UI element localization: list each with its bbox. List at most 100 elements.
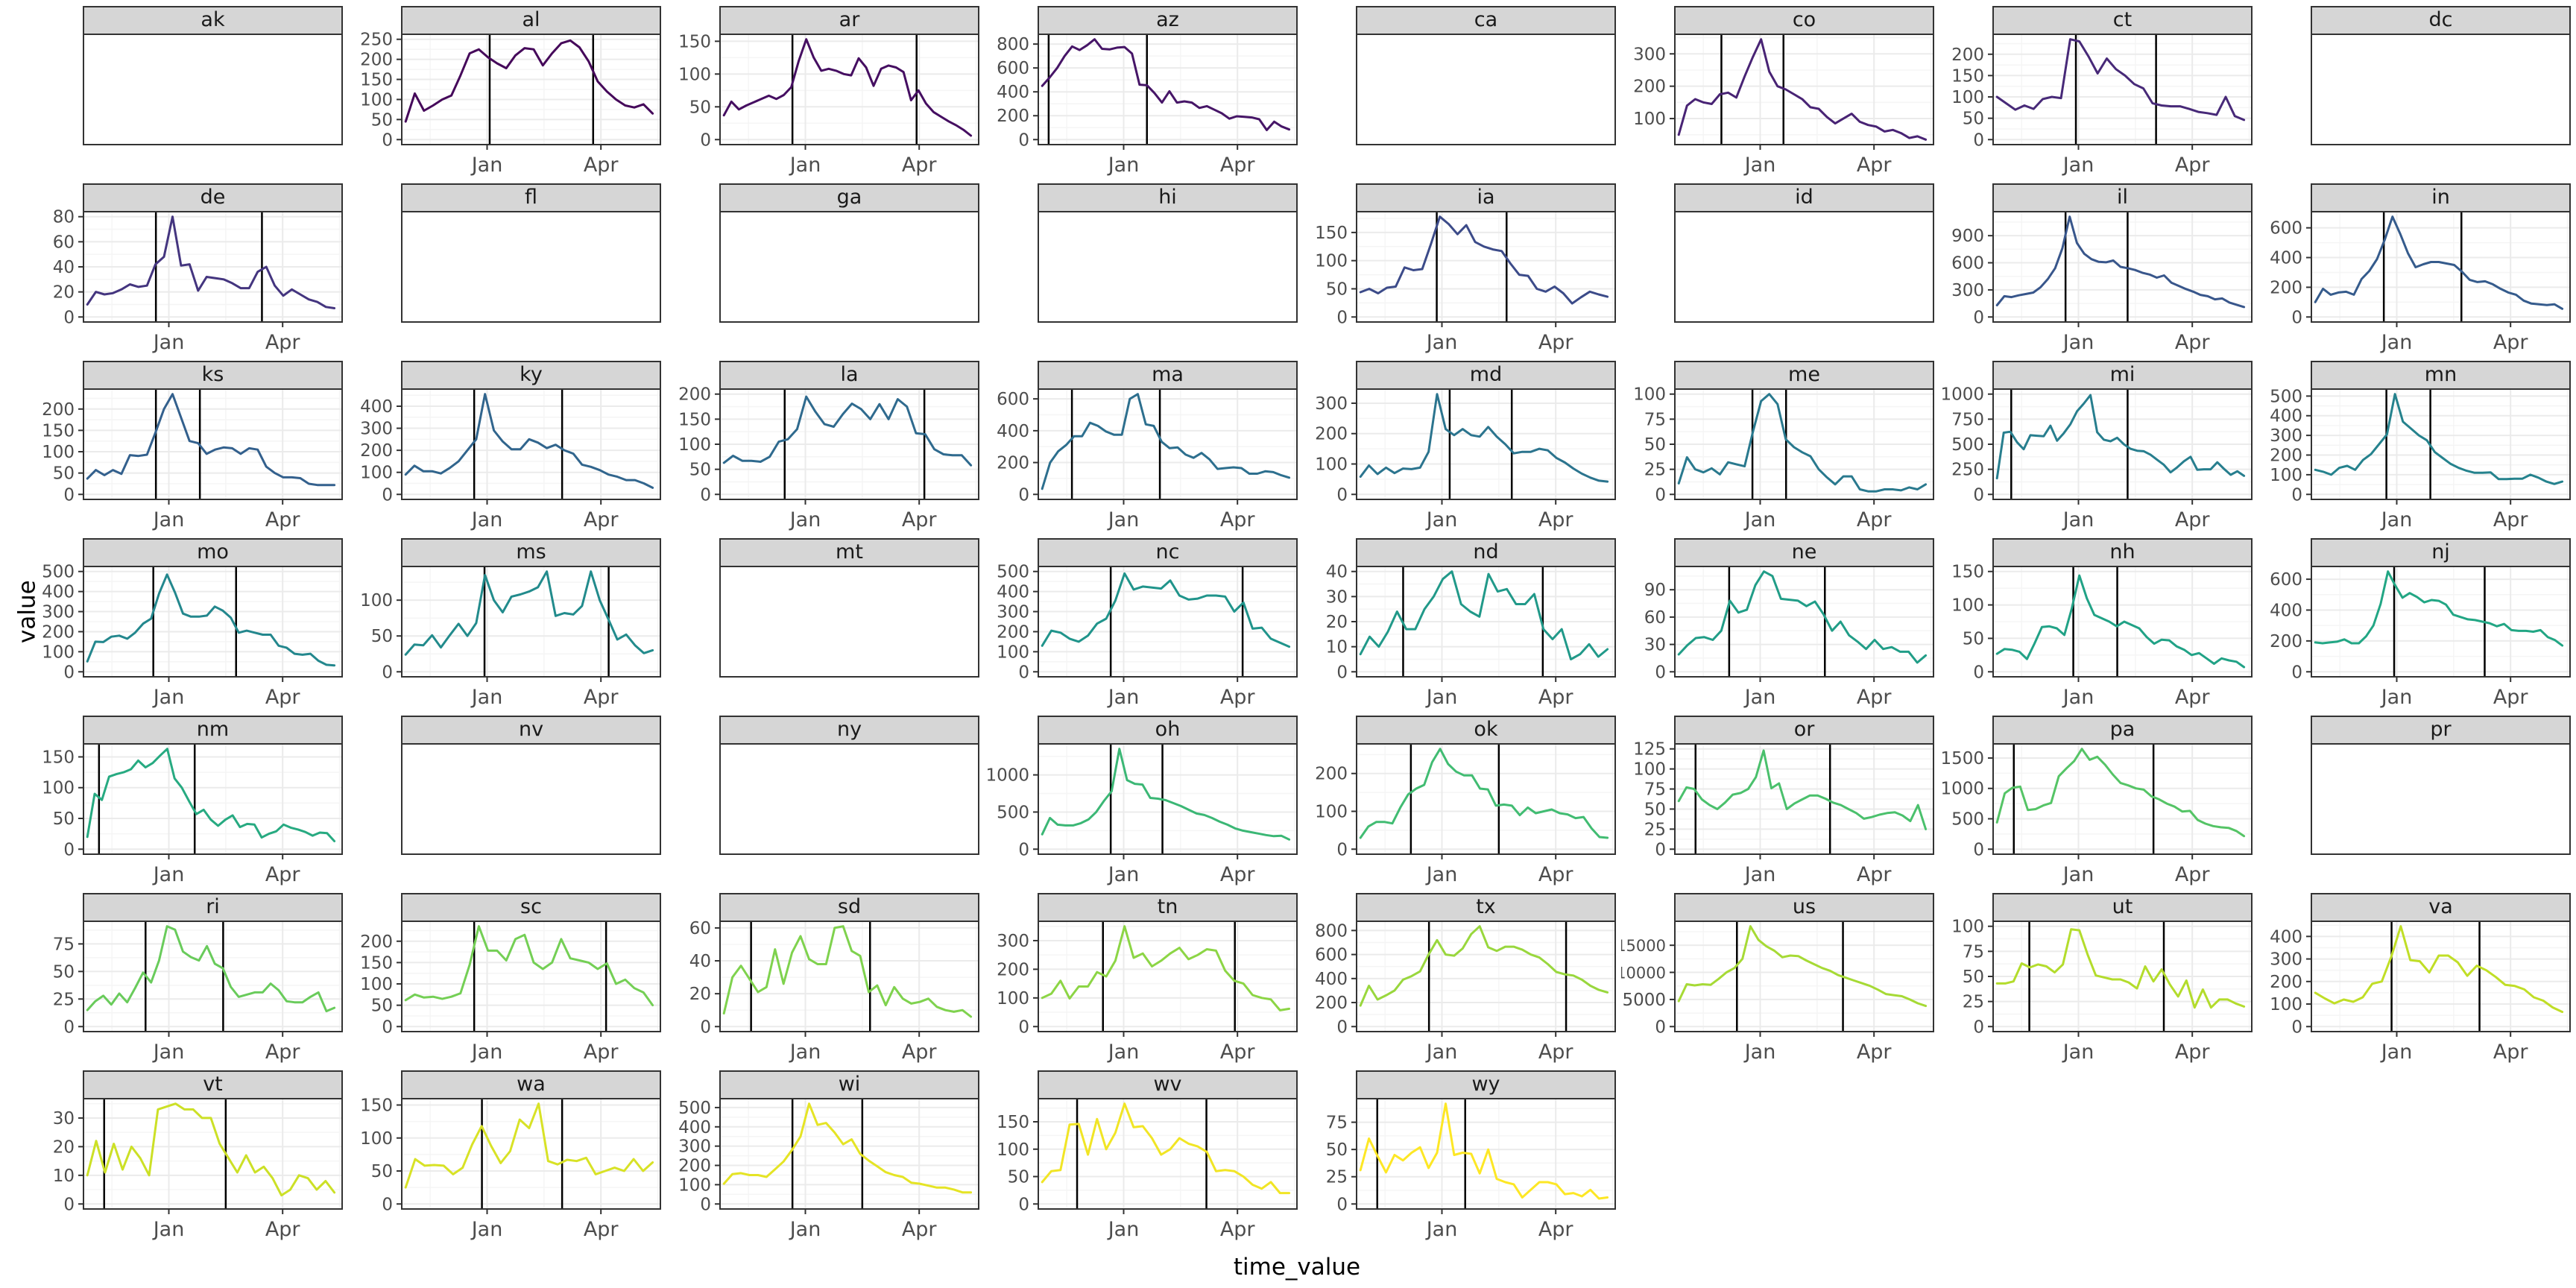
series-line-ut	[1995, 928, 2246, 1009]
series-line-mn	[2314, 393, 2564, 485]
y-tick-label: 150	[360, 953, 393, 973]
facet-chart-nd: nd 0 10 20 30 40 Jan Apr	[1326, 538, 1616, 709]
y-tick-label: 400	[2270, 601, 2302, 620]
y-tick-label: 100	[1315, 252, 1348, 271]
facet-strip-label: in	[2431, 186, 2450, 209]
y-tick-label: 100	[1633, 385, 1666, 405]
series-line-de	[86, 215, 336, 309]
facet-ct: ct 0 50 100 150 200 Jan Apr	[1939, 6, 2258, 183]
y-tick-label: 400	[360, 397, 393, 417]
x-tick-label: Jan	[1425, 686, 1458, 709]
y-tick-label: 400	[997, 583, 1029, 602]
facet-chart-pa: pa 0 500 1000 1500 Jan Apr	[1940, 716, 2253, 886]
y-tick-label: 0	[1973, 308, 1984, 327]
y-tick-label: 30	[53, 1109, 75, 1128]
series-line-co	[1677, 38, 1928, 141]
y-tick-label: 50	[1644, 435, 1666, 455]
y-tick-label: 50	[1963, 629, 1984, 648]
y-tick-label: 0	[63, 1017, 75, 1037]
y-tick-label: 50	[53, 962, 75, 982]
facet-strip-label: ut	[2112, 895, 2133, 918]
facet-ks: ks 0 50 100 150 200 Jan Apr	[30, 361, 348, 538]
series-line-us	[1677, 925, 1928, 1008]
facet-strip-label: wv	[1153, 1073, 1181, 1096]
facet-chart-tx: tx 0 200 400 600 800 Jan Apr	[1315, 893, 1616, 1064]
x-tick-label: Jan	[1743, 686, 1776, 709]
facet-pa: pa 0 500 1000 1500 Jan Apr	[1939, 716, 2258, 893]
x-tick-label: Jan	[152, 863, 185, 886]
y-tick-label: 0	[1973, 1017, 1984, 1037]
y-tick-label: 0	[1973, 130, 1984, 150]
x-tick-label: Apr	[584, 686, 619, 709]
y-tick-label: 500	[678, 1099, 711, 1118]
series-line-nh	[1995, 574, 2246, 669]
y-tick-label: 200	[997, 960, 1029, 979]
facet-chart-de: de 0 20 40 60 80 Jan Apr	[53, 183, 343, 354]
y-tick-label: 100	[1951, 596, 1984, 616]
facet-grid: ak al 0 50 100 150 200 250 Jan Apr ar 0 50 100 150 Jan A…	[30, 6, 2576, 1248]
series-line-il	[1995, 215, 2246, 309]
facet-ak: ak	[30, 6, 348, 183]
y-tick-label: 250	[1951, 461, 1984, 480]
y-tick-label: 50	[371, 997, 393, 1016]
series-line-md	[1359, 393, 1609, 483]
series-line-nj	[2314, 570, 2564, 647]
x-tick-label: Jan	[152, 686, 185, 709]
y-tick-label: 100	[1315, 803, 1348, 822]
facet-chart-us: us 0 5000 10000 15000 Jan Apr	[1616, 893, 1934, 1064]
facet-strip-label: ia	[1477, 186, 1494, 209]
facet-la: la 0 50 100 150 200 Jan Apr	[666, 361, 985, 538]
facet-strip-label: mn	[2425, 363, 2457, 386]
x-tick-label: Apr	[2175, 331, 2211, 354]
y-tick-label: 50	[1644, 800, 1666, 819]
y-tick-label: 75	[1326, 1114, 1348, 1133]
y-tick-label: 0	[2291, 308, 2302, 327]
facet-chart-az: az 0 200 400 600 800 Jan Apr	[997, 6, 1298, 177]
y-tick-label: 75	[1963, 942, 1984, 962]
y-tick-label: 200	[1633, 78, 1666, 97]
y-tick-label: 30	[1644, 636, 1666, 655]
y-tick-label: 500	[997, 803, 1029, 822]
y-tick-label: 200	[1951, 45, 1984, 65]
x-axis-title: time_value	[1233, 1254, 1361, 1281]
y-tick-label: 0	[1018, 840, 1029, 859]
facet-strip-label: ok	[1474, 718, 1498, 741]
facet-chart-wv: wv 0 50 100 150 Jan Apr	[997, 1070, 1298, 1241]
x-tick-label: Jan	[2062, 154, 2094, 177]
y-tick-label: 0	[1655, 1017, 1666, 1037]
facet-ny: ny	[666, 716, 985, 893]
facet-strip-label: hi	[1158, 186, 1177, 209]
x-tick-label: Apr	[1857, 1041, 1892, 1064]
x-tick-label: Apr	[265, 686, 301, 709]
facet-strip-label: mo	[197, 540, 229, 564]
y-tick-label: 150	[678, 410, 711, 429]
y-tick-label: 150	[1951, 563, 1984, 582]
x-tick-label: Jan	[2380, 331, 2413, 354]
x-tick-label: Jan	[2062, 331, 2094, 354]
facet-chart-ri: ri 0 25 50 75 Jan Apr	[53, 893, 343, 1064]
y-tick-label: 100	[1951, 918, 1984, 937]
y-tick-label: 600	[1951, 254, 1984, 274]
series-line-wa	[404, 1102, 654, 1189]
x-tick-label: Jan	[1743, 508, 1776, 531]
y-tick-label: 0	[382, 130, 393, 150]
facet-chart-id: id	[1674, 183, 1934, 323]
facet-chart-oh: oh 0 500 1000 Jan Apr	[985, 716, 1298, 886]
y-tick-label: 50	[1008, 1168, 1029, 1187]
x-tick-label: Jan	[2062, 863, 2094, 886]
y-tick-label: 0	[1018, 1017, 1029, 1037]
series-line-wi	[722, 1102, 973, 1194]
y-tick-label: 75	[53, 935, 75, 954]
y-tick-label: 10000	[1621, 965, 1666, 982]
y-tick-label: 0	[63, 308, 75, 327]
facet-oh: oh 0 500 1000 Jan Apr	[985, 716, 1303, 893]
facet-strip-label: or	[1794, 718, 1816, 741]
facet-chart-ma: ma 0 200 400 600 Jan Apr	[997, 361, 1298, 531]
y-tick-label: 400	[2270, 249, 2302, 268]
y-tick-label: 500	[1951, 810, 1984, 830]
facet-chart-me: me 0 25 50 75 100 Jan Apr	[1633, 361, 1934, 531]
facet-ms: ms 0 50 100 Jan Apr	[348, 538, 666, 716]
y-tick-label: 100	[42, 779, 75, 798]
